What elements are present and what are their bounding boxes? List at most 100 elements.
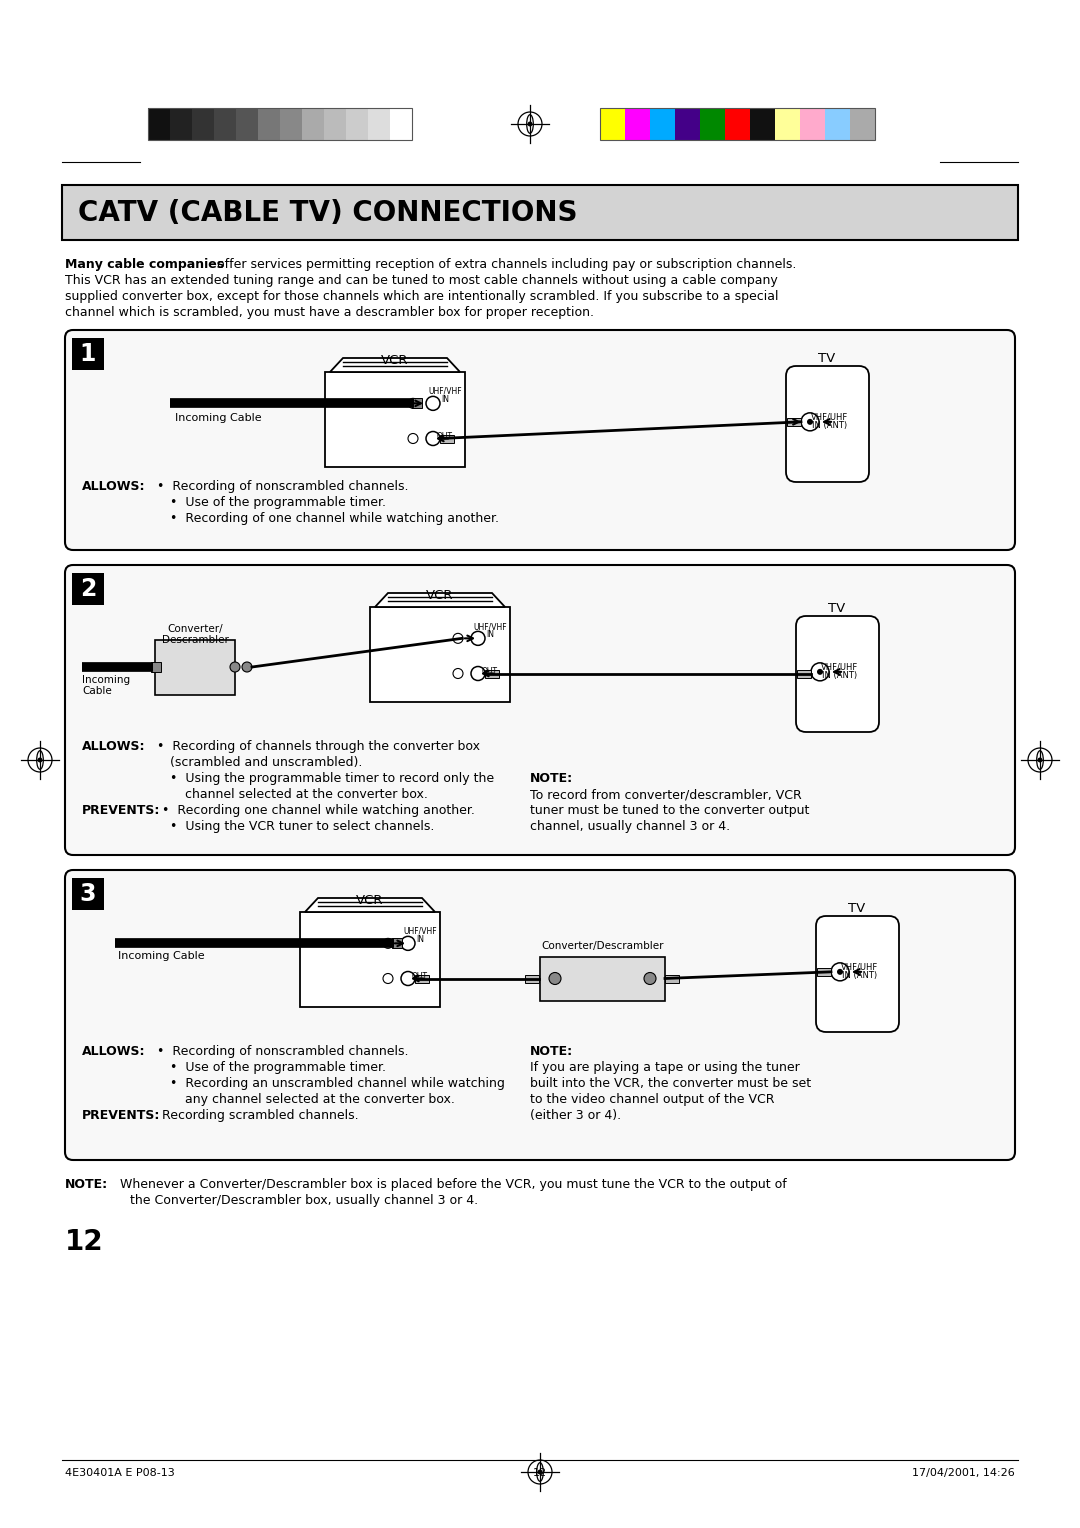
Circle shape xyxy=(538,1470,542,1475)
Text: OUT: OUT xyxy=(482,668,498,675)
Text: any channel selected at the converter box.: any channel selected at the converter bo… xyxy=(185,1093,455,1106)
Text: IN (ANT): IN (ANT) xyxy=(823,671,858,680)
Bar xyxy=(300,912,440,1007)
Text: •  Recording an unscrambled channel while watching: • Recording an unscrambled channel while… xyxy=(170,1077,504,1089)
Circle shape xyxy=(426,431,440,446)
Text: Recording scrambled channels.: Recording scrambled channels. xyxy=(162,1109,359,1122)
Bar xyxy=(170,108,192,141)
Bar xyxy=(485,669,499,677)
Text: 2: 2 xyxy=(80,578,96,601)
Text: NOTE:: NOTE: xyxy=(65,1178,108,1190)
Bar xyxy=(214,108,237,141)
Text: NOTE:: NOTE: xyxy=(530,1045,573,1057)
Text: ALLOWS:: ALLOWS: xyxy=(82,480,146,494)
Text: •  Recording of nonscrambled channels.: • Recording of nonscrambled channels. xyxy=(157,480,408,494)
Text: ALLOWS:: ALLOWS: xyxy=(82,740,146,753)
Bar xyxy=(370,607,510,701)
Bar xyxy=(72,573,104,605)
Text: the Converter/Descrambler box, usually channel 3 or 4.: the Converter/Descrambler box, usually c… xyxy=(130,1193,478,1207)
Text: Incoming Cable: Incoming Cable xyxy=(175,414,261,423)
Text: (either 3 or 4).: (either 3 or 4). xyxy=(530,1109,621,1122)
Text: UHF/VHF: UHF/VHF xyxy=(428,387,462,396)
Bar xyxy=(72,879,104,911)
Circle shape xyxy=(549,972,561,984)
Text: Converter/Descrambler: Converter/Descrambler xyxy=(541,941,664,952)
Text: IN: IN xyxy=(441,396,449,403)
Text: CATV (CABLE TV) CONNECTIONS: CATV (CABLE TV) CONNECTIONS xyxy=(78,199,578,226)
Bar xyxy=(625,108,650,141)
Text: •  Recording one channel while watching another.: • Recording one channel while watching a… xyxy=(162,804,475,817)
Text: VCR: VCR xyxy=(427,588,454,602)
Text: tuner must be tuned to the converter output: tuner must be tuned to the converter out… xyxy=(530,804,809,817)
Text: If you are playing a tape or using the tuner: If you are playing a tape or using the t… xyxy=(530,1060,800,1074)
Polygon shape xyxy=(375,593,505,607)
Bar xyxy=(148,108,170,141)
Text: channel, usually channel 3 or 4.: channel, usually channel 3 or 4. xyxy=(530,821,730,833)
Circle shape xyxy=(527,122,532,127)
Circle shape xyxy=(401,937,415,950)
Text: IN: IN xyxy=(486,630,494,639)
Text: •  Recording of one channel while watching another.: • Recording of one channel while watchin… xyxy=(170,512,499,526)
Bar xyxy=(540,957,665,1001)
Text: IN (ANT): IN (ANT) xyxy=(812,422,848,429)
Bar xyxy=(237,108,258,141)
Text: 12: 12 xyxy=(65,1229,104,1256)
Text: OUT: OUT xyxy=(437,432,453,442)
Circle shape xyxy=(383,938,393,949)
Text: VHF/UHF: VHF/UHF xyxy=(811,413,849,422)
FancyBboxPatch shape xyxy=(796,616,879,732)
Text: channel which is scrambled, you must have a descrambler box for proper reception: channel which is scrambled, you must hav… xyxy=(65,306,594,319)
Bar xyxy=(797,669,811,677)
Circle shape xyxy=(801,413,819,431)
Text: VCR: VCR xyxy=(381,354,408,367)
Circle shape xyxy=(38,758,42,762)
Polygon shape xyxy=(305,898,435,912)
Bar xyxy=(368,108,390,141)
Bar xyxy=(392,938,402,949)
Circle shape xyxy=(230,662,240,672)
Text: PREVENTS:: PREVENTS: xyxy=(82,804,160,817)
Bar xyxy=(825,108,850,141)
Circle shape xyxy=(471,666,485,680)
Text: UHF/VHF: UHF/VHF xyxy=(403,927,436,937)
Circle shape xyxy=(453,633,463,643)
Text: to the video channel output of the VCR: to the video channel output of the VCR xyxy=(530,1093,774,1106)
Text: built into the VCR, the converter must be set: built into the VCR, the converter must b… xyxy=(530,1077,811,1089)
Text: ALLOWS:: ALLOWS: xyxy=(82,1045,146,1057)
Text: offer services permitting reception of extra channels including pay or subscript: offer services permitting reception of e… xyxy=(213,258,796,270)
Text: •  Recording of channels through the converter box: • Recording of channels through the conv… xyxy=(157,740,480,753)
Text: VCR: VCR xyxy=(356,894,383,908)
Text: PREVENTS:: PREVENTS: xyxy=(82,1109,160,1122)
Text: To record from converter/descrambler, VCR: To record from converter/descrambler, VC… xyxy=(530,788,801,801)
Circle shape xyxy=(831,963,849,981)
Text: channel selected at the converter box.: channel selected at the converter box. xyxy=(185,788,428,801)
Bar xyxy=(346,108,368,141)
Text: TV: TV xyxy=(828,602,846,614)
Bar xyxy=(62,185,1018,240)
Bar xyxy=(148,108,411,141)
Text: VHF/UHF: VHF/UHF xyxy=(822,662,859,671)
Text: OUT: OUT xyxy=(411,972,428,981)
Circle shape xyxy=(471,631,485,645)
Text: Whenever a Converter/Descrambler box is placed before the VCR, you must tune the: Whenever a Converter/Descrambler box is … xyxy=(112,1178,786,1190)
Text: supplied converter box, except for those channels which are intentionally scramb: supplied converter box, except for those… xyxy=(65,290,779,303)
Bar xyxy=(665,975,679,983)
Bar xyxy=(415,975,429,983)
Bar xyxy=(258,108,280,141)
Bar xyxy=(192,108,214,141)
Bar xyxy=(390,108,411,141)
Text: Descrambler: Descrambler xyxy=(162,636,229,645)
Circle shape xyxy=(837,969,843,975)
FancyBboxPatch shape xyxy=(65,565,1015,856)
Circle shape xyxy=(242,662,252,672)
Text: 1: 1 xyxy=(80,342,96,367)
FancyBboxPatch shape xyxy=(786,367,869,481)
Bar xyxy=(280,108,302,141)
Circle shape xyxy=(816,669,823,675)
Polygon shape xyxy=(330,358,460,371)
Bar xyxy=(440,434,454,443)
FancyBboxPatch shape xyxy=(65,330,1015,550)
Circle shape xyxy=(401,972,415,986)
Text: This VCR has an extended tuning range and can be tuned to most cable channels wi: This VCR has an extended tuning range an… xyxy=(65,274,778,287)
Bar xyxy=(850,108,875,141)
